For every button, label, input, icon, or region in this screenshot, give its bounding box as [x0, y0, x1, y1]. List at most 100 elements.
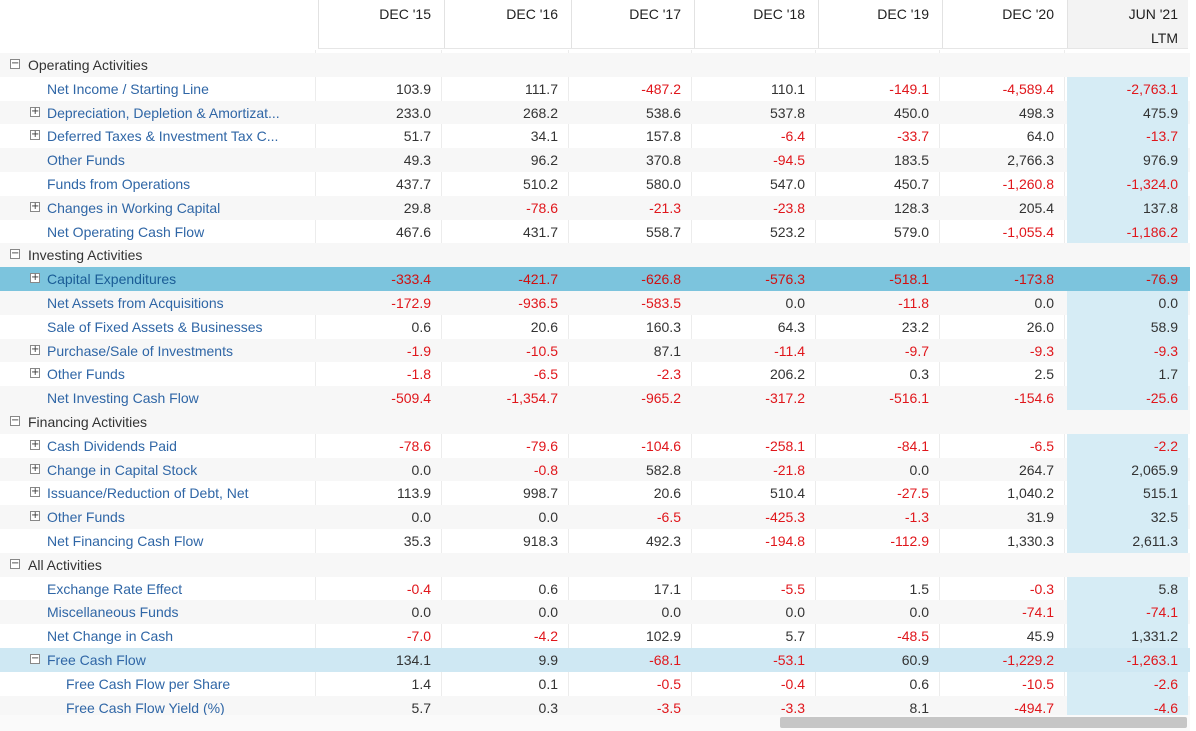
expand-toggle-icon[interactable]: +: [30, 486, 40, 498]
value-cell: -2.6: [1153, 675, 1178, 692]
table-row[interactable]: Net Operating Cash Flow 467.6 431.7 558.7 52…: [0, 219, 1190, 244]
row-label[interactable]: Capital Expenditures: [47, 271, 177, 288]
table-row[interactable]: + Other Funds 0.0 0.0 -6.5 -425.3 -1.3 31.9 32.5: [0, 505, 1190, 530]
section-header-row[interactable]: − Investing Activities: [0, 243, 1190, 268]
row-label[interactable]: Net Income / Starting Line: [47, 80, 209, 97]
table-row[interactable]: Net Financing Cash Flow 35.3 918.3 492.3 -19…: [0, 528, 1190, 553]
value-cell: 45.9: [1026, 628, 1054, 645]
expand-toggle-icon[interactable]: +: [30, 462, 40, 474]
column-header-2[interactable]: DEC '17: [571, 0, 691, 48]
ltm-column-cell: [1067, 124, 1188, 149]
value-cell: -1,354.7: [506, 390, 558, 407]
table-row[interactable]: + Cash Dividends Paid -78.6 -79.6 -104.6 -258…: [0, 433, 1190, 458]
value-cell: -583.5: [641, 294, 681, 311]
value-cell: 8.1: [909, 699, 929, 716]
value-cell: 157.8: [645, 128, 681, 145]
table-row[interactable]: + Depreciation, Depletion & Amortizat... 2…: [0, 100, 1190, 125]
collapse-toggle-icon[interactable]: −: [10, 58, 20, 69]
expand-toggle-icon[interactable]: +: [30, 129, 40, 141]
row-label[interactable]: Depreciation, Depletion & Amortizat...: [47, 104, 280, 121]
column-header-5[interactable]: DEC '20: [942, 0, 1064, 48]
expand-toggle-icon[interactable]: +: [30, 272, 40, 284]
column-header-1[interactable]: DEC '16: [444, 0, 568, 48]
table-row[interactable]: + Change in Capital Stock 0.0 -0.8 582.8 -21.…: [0, 457, 1190, 482]
row-label[interactable]: Other Funds: [47, 152, 125, 169]
value-cell: 467.6: [395, 223, 431, 240]
value-cell: -9.3: [1153, 342, 1178, 359]
table-row[interactable]: + Deferred Taxes & Investment Tax C... 51.…: [0, 124, 1190, 149]
value-cell: -74.1: [1146, 604, 1178, 621]
row-label[interactable]: Sale of Fixed Assets & Businesses: [47, 318, 263, 335]
section-header-row[interactable]: − Financing Activities: [0, 409, 1190, 434]
expand-toggle-icon[interactable]: +: [30, 343, 40, 355]
value-cell: 160.3: [645, 318, 681, 335]
table-row[interactable]: + Changes in Working Capital 29.8 -78.6 -21.…: [0, 195, 1190, 220]
table-row[interactable]: Free Cash Flow per Share 1.4 0.1 -0.5 -0.4 0.…: [0, 671, 1190, 696]
expand-toggle-icon[interactable]: +: [30, 438, 40, 450]
value-cell: -78.6: [399, 437, 431, 454]
value-cell: -23.8: [773, 199, 805, 216]
table-row[interactable]: Net Assets from Acquisitions -172.9 -936.5…: [0, 290, 1190, 315]
value-cell: 547.0: [769, 175, 805, 192]
row-label[interactable]: Issuance/Reduction of Debt, Net: [47, 485, 249, 502]
row-label[interactable]: Net Assets from Acquisitions: [47, 294, 224, 311]
row-label[interactable]: Changes in Working Capital: [47, 199, 221, 216]
table-row[interactable]: + Purchase/Sale of Investments -1.9 -10.5 87…: [0, 338, 1190, 363]
table-row[interactable]: Free Cash Flow Yield (%) 5.7 0.3 -3.5 -3.3 8.…: [0, 695, 1190, 720]
row-label[interactable]: Change in Capital Stock: [47, 461, 198, 478]
horizontal-scrollbar-thumb[interactable]: [780, 717, 1187, 728]
column-header-6[interactable]: JUN '21 LTM: [1067, 0, 1188, 48]
value-cell: 96.2: [530, 152, 558, 169]
row-label[interactable]: Miscellaneous Funds: [47, 604, 179, 621]
table-row[interactable]: Funds from Operations 437.7 510.2 580.0 547.…: [0, 171, 1190, 196]
value-cell: 26.0: [1026, 318, 1054, 335]
column-header-3[interactable]: DEC '18: [694, 0, 815, 48]
value-cell: -11.4: [774, 342, 805, 359]
expand-toggle-icon[interactable]: +: [30, 367, 40, 379]
value-cell: 102.9: [645, 628, 681, 645]
expand-toggle-icon[interactable]: +: [30, 105, 40, 117]
row-label[interactable]: Net Financing Cash Flow: [47, 532, 204, 549]
table-row[interactable]: + Capital Expenditures -333.4 -421.7 -626.8 -…: [0, 267, 1190, 292]
value-cell: 0.0: [785, 294, 805, 311]
table-row[interactable]: + Issuance/Reduction of Debt, Net 113.9 998…: [0, 481, 1190, 506]
expand-toggle-icon[interactable]: +: [30, 510, 40, 522]
table-row[interactable]: − Free Cash Flow 134.1 9.9 -68.1 -53.1 60.9 -1,…: [0, 647, 1190, 672]
column-header-0[interactable]: DEC '15: [318, 0, 441, 48]
section-header-row[interactable]: − All Activities: [0, 552, 1190, 577]
row-label[interactable]: Cash Dividends Paid: [47, 437, 177, 454]
column-header-4[interactable]: DEC '19: [818, 0, 939, 48]
row-label[interactable]: Free Cash Flow per Share: [66, 675, 231, 692]
row-label[interactable]: Net Operating Cash Flow: [47, 223, 205, 240]
row-label[interactable]: Other Funds: [47, 509, 125, 526]
row-label[interactable]: Deferred Taxes & Investment Tax C...: [47, 128, 279, 145]
table-row[interactable]: + Other Funds -1.8 -6.5 -2.3 206.2 0.3 2.5 1.7: [0, 362, 1190, 387]
expand-toggle-icon[interactable]: +: [30, 200, 40, 212]
table-row[interactable]: Other Funds 49.3 96.2 370.8 -94.5 183.5 2,766.…: [0, 148, 1190, 173]
row-label[interactable]: Net Change in Cash: [47, 628, 174, 645]
table-row[interactable]: Net Change in Cash -7.0 -4.2 102.9 5.7 -48.5 4…: [0, 624, 1190, 649]
value-cell: -0.4: [406, 580, 431, 597]
collapse-toggle-icon[interactable]: −: [10, 248, 20, 260]
value-cell: -1,260.8: [1002, 175, 1054, 192]
row-label[interactable]: Exchange Rate Effect: [47, 580, 183, 597]
table-row[interactable]: Net Income / Starting Line 103.9 111.7 -487…: [0, 76, 1190, 101]
table-row[interactable]: Miscellaneous Funds 0.0 0.0 0.0 0.0 0.0 -74.1 -…: [0, 600, 1190, 625]
column-header-label: DEC '19: [877, 6, 929, 22]
ltm-column-cell: [1067, 362, 1188, 387]
value-cell: 538.6: [645, 104, 681, 121]
row-label[interactable]: Net Investing Cash Flow: [47, 390, 199, 407]
row-label[interactable]: Other Funds: [47, 366, 125, 383]
row-label[interactable]: Free Cash Flow: [47, 651, 146, 668]
table-row[interactable]: Sale of Fixed Assets & Businesses 0.6 20.6…: [0, 314, 1190, 339]
row-label[interactable]: Purchase/Sale of Investments: [47, 342, 233, 359]
section-header-row[interactable]: − Operating Activities: [0, 53, 1190, 77]
table-row[interactable]: Exchange Rate Effect -0.4 0.6 17.1 -5.5 1.5 -0…: [0, 576, 1190, 601]
table-row[interactable]: Net Investing Cash Flow -509.4 -1,354.7 -96…: [0, 386, 1190, 411]
collapse-toggle-icon[interactable]: −: [30, 652, 40, 664]
row-label[interactable]: Free Cash Flow Yield (%): [66, 699, 225, 716]
collapse-toggle-icon[interactable]: −: [10, 414, 20, 426]
value-cell: 5.7: [785, 628, 805, 645]
row-label[interactable]: Funds from Operations: [47, 175, 191, 192]
collapse-toggle-icon[interactable]: −: [10, 557, 20, 569]
